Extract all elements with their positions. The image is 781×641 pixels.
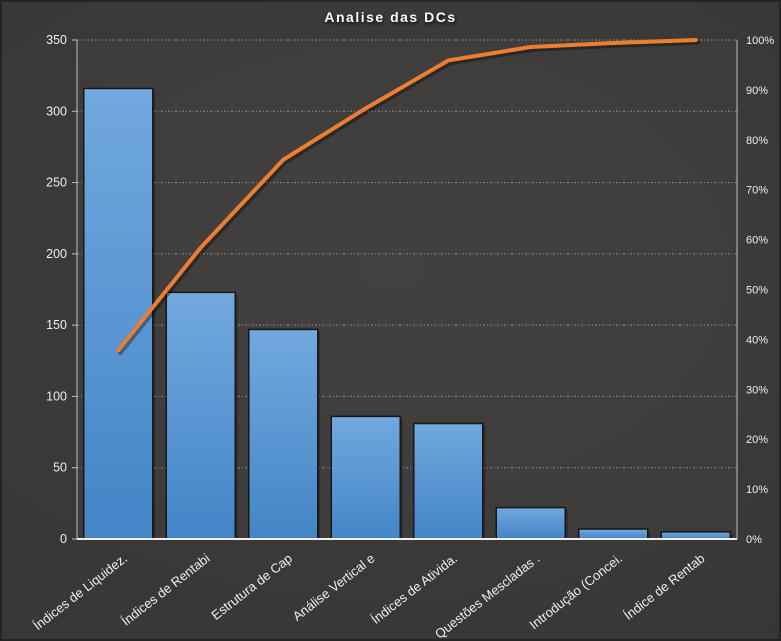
right-axis-tick-label: 90%: [746, 85, 768, 97]
bar[interactable]: [660, 531, 731, 540]
right-axis-tick-label: 0%: [746, 534, 762, 546]
x-axis-label: Análise Vertical e: [290, 551, 378, 624]
x-axis-label: Índices de Liquidez.: [30, 551, 130, 634]
bar[interactable]: [83, 87, 154, 540]
bar[interactable]: [330, 415, 401, 540]
bar-series: [83, 87, 733, 540]
bar[interactable]: [413, 422, 484, 540]
bar[interactable]: [248, 328, 319, 540]
x-axis-label: Índices de Ativida.: [368, 551, 460, 627]
right-axis-tick-label: 40%: [746, 334, 768, 346]
left-axis-tick-label: 200: [46, 247, 67, 261]
left-axis-tick-label: 0: [60, 532, 67, 546]
chart-title: Analise das DCs: [324, 9, 457, 25]
right-axis-labels: 0% 10% 20% 30% 40% 50% 60% 70% 80% 90% 100%: [746, 35, 774, 546]
cumulative-line[interactable]: [116, 38, 698, 353]
left-axis-tick-label: 100: [46, 389, 67, 403]
cumulative-line-shadow: [118, 40, 700, 356]
left-axis-tick-label: 50: [53, 461, 67, 475]
right-axis-tick-label: 60%: [746, 235, 768, 247]
right-axis-tick-label: 50%: [746, 285, 768, 297]
left-axis-tick-label: 250: [46, 176, 67, 190]
bar[interactable]: [495, 506, 566, 540]
right-axis-tick-label: 70%: [746, 185, 768, 197]
x-axis-label: Estrutura de Cap: [208, 551, 295, 623]
left-axis-tick-label: 350: [46, 33, 67, 47]
right-axis-tick-label: 10%: [746, 484, 768, 496]
right-axis-tick-label: 20%: [746, 434, 768, 446]
x-axis-label: Índices de Rentabi: [119, 550, 213, 628]
right-axis-tick-label: 30%: [746, 384, 768, 396]
left-axis-tick-label: 300: [46, 104, 67, 118]
right-axis-tick-label: 100%: [746, 35, 774, 47]
bar[interactable]: [578, 528, 649, 540]
right-axis-tick-label: 80%: [746, 135, 768, 147]
x-axis-labels: Índices de Liquidez.Índices de RentabiEs…: [30, 550, 707, 641]
bar[interactable]: [165, 291, 236, 540]
left-axis-tick-label: 150: [46, 318, 67, 332]
left-axis-labels: 0 50 100 150 200 250 300 350: [46, 33, 77, 546]
x-axis-label: Índice de Rentab: [621, 551, 708, 623]
